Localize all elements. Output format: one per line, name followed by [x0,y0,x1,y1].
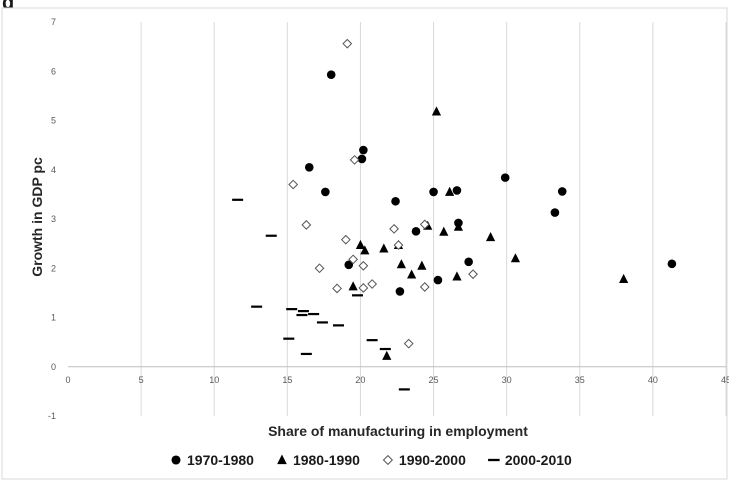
data-point-1980-1990-15 [619,273,629,283]
legend-marker-1990-2000 [382,454,394,466]
chart-area-border [1,7,728,480]
data-point-1990-2000-9 [358,260,369,271]
data-point-1970-1980-15 [667,259,677,269]
x-tick-label-40: 40 [648,375,658,385]
data-point-1970-1980-16 [395,287,405,296]
data-points [232,38,677,391]
y-tick-label-2: 2 [51,263,56,273]
data-point-1970-1980-0 [326,70,336,79]
data-point-1980-1990-5 [485,232,496,242]
data-point-1980-1990-10 [360,245,370,255]
y-tick-label-3: 3 [51,214,56,224]
data-point-1980-1990-6 [510,253,521,263]
data-point-1980-1990-16 [348,281,358,291]
data-point-1990-2000-16 [403,338,414,349]
data-point-1990-2000-7 [393,240,404,251]
data-point-1990-2000-15 [419,282,430,292]
y-tick-label--1: -1 [48,411,56,421]
data-point-1990-2000-8 [348,254,359,265]
y-axis-title: Growth in GDP pc [29,157,45,277]
data-point-1980-1990-9 [355,239,366,250]
legend-label-2000-2010: 2000-2010 [505,452,572,468]
data-point-1980-1990-17 [382,350,392,360]
data-point-1990-2000-1 [349,154,360,165]
data-point-1970-1980-8 [500,173,510,182]
data-point-1970-1980-2 [357,154,367,164]
x-tick-label-0: 0 [65,375,70,385]
data-point-1970-1980-3 [304,162,314,172]
data-point-1990-2000-12 [367,279,378,289]
data-point-1980-1990-12 [417,260,427,270]
data-point-1970-1980-7 [452,186,462,195]
data-point-1970-1980-5 [391,196,400,206]
legend-label-1980-1990: 1980-1990 [293,452,360,468]
data-point-1980-1990-11 [396,259,406,269]
vertical-gridlines [140,22,727,416]
data-point-1970-1980-17 [433,275,443,285]
x-tick-labels: 0 5 10 15 20 25 30 35 40 45 [65,375,729,385]
data-point-1970-1980-12 [411,227,421,236]
data-point-1980-1990-14 [452,271,462,281]
legend-marker-1980-1990 [277,454,287,465]
data-point-1990-2000-14 [332,283,342,294]
data-point-1990-2000-6 [340,234,351,245]
y-tick-label-0: 0 [51,362,56,372]
data-point-1990-2000-13 [358,283,369,293]
data-point-1980-1990-1 [445,186,455,196]
data-point-1990-2000-2 [288,179,299,190]
data-point-1970-1980-9 [557,187,567,196]
data-point-1970-1980-1 [359,145,368,155]
data-point-1990-2000-11 [468,269,478,280]
y-tick-label-5: 5 [51,116,56,126]
data-point-1990-2000-10 [314,263,325,274]
y-tick-label-7: 7 [51,17,56,27]
data-point-1970-1980-4 [321,187,330,197]
data-point-1970-1980-10 [550,208,560,217]
data-point-1970-1980-13 [344,260,354,270]
data-point-1990-2000-5 [419,219,430,230]
y-tick-labels: -1 0 1 2 3 4 5 6 7 [48,17,56,421]
data-point-1980-1990-4 [439,226,449,236]
y-tick-label-1: 1 [51,313,56,323]
data-point-1990-2000-3 [301,220,312,230]
x-tick-label-20: 20 [355,375,365,385]
x-tick-label-35: 35 [575,375,585,385]
data-point-1980-1990-8 [379,243,389,253]
x-tick-label-15: 15 [282,375,292,385]
data-point-1990-2000-0 [342,38,353,49]
data-point-1990-2000-4 [389,223,399,234]
data-point-1970-1980-6 [429,187,438,197]
data-point-1980-1990-0 [431,106,442,116]
legend: 1970-1980 1980-1990 1990-2000 2000-2010 [171,452,572,468]
x-tick-label-30: 30 [502,375,512,385]
x-tick-label-45: 45 [721,375,729,385]
y-tick-label-6: 6 [51,66,56,76]
legend-label-1990-2000: 1990-2000 [399,452,466,468]
legend-marker-1970-1980 [171,455,181,465]
data-point-1970-1980-14 [464,257,473,267]
x-tick-label-10: 10 [209,375,219,385]
legend-label-1970-1980: 1970-1980 [187,452,254,468]
x-tick-label-25: 25 [429,375,439,385]
x-tick-label-5: 5 [139,375,144,385]
data-point-1980-1990-2 [453,221,464,231]
x-axis-title: Share of manufacturing in employment [268,423,528,439]
data-point-1980-1990-13 [407,269,417,279]
y-tick-label-4: 4 [51,165,56,175]
